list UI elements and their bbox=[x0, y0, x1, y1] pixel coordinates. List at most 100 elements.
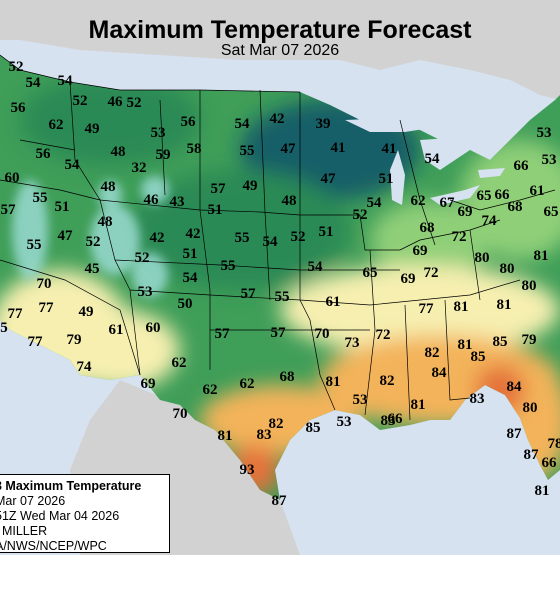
temp-label: 73 bbox=[345, 335, 360, 351]
temp-label: 72 bbox=[424, 265, 439, 281]
temp-label: 61 bbox=[109, 322, 124, 338]
temp-label: 67 bbox=[440, 195, 456, 211]
temp-label: 72 bbox=[452, 229, 467, 245]
temp-label: 81 bbox=[218, 428, 233, 444]
temp-label: 54 bbox=[308, 259, 324, 275]
temp-label: 52 bbox=[291, 229, 306, 245]
temp-label: 52 bbox=[135, 250, 150, 266]
temp-label: 81 bbox=[497, 297, 512, 313]
temp-label: 54 bbox=[183, 270, 199, 286]
temp-label: 66 bbox=[542, 455, 558, 471]
temp-label: 70 bbox=[173, 406, 188, 422]
temp-label: 70 bbox=[315, 326, 330, 342]
temp-label: 59 bbox=[156, 147, 171, 163]
temp-label: 61 bbox=[326, 294, 341, 310]
temp-label: 56 bbox=[11, 100, 27, 116]
temp-label: 5 bbox=[0, 320, 8, 336]
temp-label: 49 bbox=[85, 121, 100, 137]
temp-label: 55 bbox=[33, 190, 48, 206]
legend-issued-time: 51Z Wed Mar 04 2026 bbox=[0, 509, 120, 523]
temp-label: 62 bbox=[203, 382, 218, 398]
temp-label: 87 bbox=[272, 493, 288, 509]
legend-forecaster: : MILLER bbox=[0, 524, 48, 538]
temp-label: 48 bbox=[111, 144, 126, 160]
map-title: Maximum Temperature Forecast bbox=[88, 16, 472, 44]
great-lakes bbox=[345, 118, 505, 205]
temp-label: 83 bbox=[470, 391, 485, 407]
temp-label: 56 bbox=[181, 114, 197, 130]
temp-label: 65 bbox=[363, 265, 378, 281]
temp-label: 57 bbox=[271, 325, 287, 341]
temp-label: 81 bbox=[454, 299, 469, 315]
temp-label: 81 bbox=[534, 248, 549, 264]
temp-label: 83 bbox=[381, 413, 396, 429]
temp-label: 77 bbox=[39, 300, 55, 316]
temp-label: 53 bbox=[337, 414, 352, 430]
temp-label: 80 bbox=[500, 261, 515, 277]
temp-label: 65 bbox=[544, 204, 559, 220]
temp-label: 55 bbox=[275, 289, 290, 305]
temp-label: 43 bbox=[170, 194, 185, 210]
temp-label: 81 bbox=[535, 483, 550, 499]
temp-label: 83 bbox=[257, 427, 272, 443]
temp-label: 51 bbox=[208, 202, 223, 218]
temp-label: 74 bbox=[77, 359, 93, 375]
temp-label: 46 bbox=[108, 94, 124, 110]
temp-label: 84 bbox=[432, 365, 448, 381]
temp-label: 53 bbox=[542, 152, 557, 168]
temp-label: 48 bbox=[101, 179, 116, 195]
temp-label: 82 bbox=[425, 345, 440, 361]
temp-label: 62 bbox=[240, 376, 255, 392]
temp-label: 74 bbox=[482, 213, 498, 229]
temp-label: 81 bbox=[326, 374, 341, 390]
temp-label: 48 bbox=[98, 214, 113, 230]
temp-label: 84 bbox=[507, 379, 523, 395]
temp-label: 60 bbox=[5, 170, 20, 186]
temp-label: 85 bbox=[493, 334, 508, 350]
temp-label: 39 bbox=[316, 116, 331, 132]
temp-label: 77 bbox=[28, 334, 44, 350]
temp-label: 60 bbox=[146, 320, 161, 336]
canada-landmass bbox=[0, 0, 560, 100]
temp-label: 54 bbox=[425, 151, 441, 167]
legend-agency: A/NWS/NCEP/WPC bbox=[0, 539, 107, 553]
temp-label: 57 bbox=[241, 286, 257, 302]
state-borders bbox=[0, 54, 556, 421]
temp-label: 68 bbox=[420, 220, 435, 236]
temp-label: 77 bbox=[419, 301, 435, 317]
temp-label: 66 bbox=[514, 158, 530, 174]
temp-label: 87 bbox=[524, 447, 540, 463]
temp-label: 56 bbox=[36, 146, 52, 162]
temp-label: 82 bbox=[269, 416, 284, 432]
temp-label: 62 bbox=[411, 193, 426, 209]
legend-box: 3 Maximum Temperature Mar 07 2026 51Z We… bbox=[0, 474, 170, 553]
temp-label: 57 bbox=[211, 181, 227, 197]
temp-label: 54 bbox=[58, 73, 74, 89]
temp-label: 93 bbox=[240, 462, 255, 478]
temp-label: 85 bbox=[306, 420, 321, 436]
temp-label: 80 bbox=[522, 278, 537, 294]
temp-label: 80 bbox=[523, 400, 538, 416]
temp-label: 85 bbox=[471, 349, 486, 365]
temp-label: 78 bbox=[548, 436, 560, 452]
forecast-map: 52 54 54 56 52 46 52 62 49 53 56 54 42 3… bbox=[0, 0, 560, 555]
temp-label: 77 bbox=[8, 306, 24, 322]
temp-label: 49 bbox=[79, 304, 94, 320]
temp-label: 81 bbox=[411, 397, 426, 413]
temp-label: 72 bbox=[376, 327, 391, 343]
temp-label: 61 bbox=[530, 183, 545, 199]
temp-label: 47 bbox=[58, 228, 74, 244]
temp-label: 52 bbox=[73, 93, 88, 109]
temp-label: 41 bbox=[331, 140, 346, 156]
temp-label: 79 bbox=[522, 332, 537, 348]
temp-label: 62 bbox=[172, 355, 187, 371]
legend-valid-date: Mar 07 2026 bbox=[0, 494, 66, 508]
temp-label: 41 bbox=[382, 141, 397, 157]
legend-heading: 3 Maximum Temperature bbox=[0, 479, 142, 493]
temp-label: 51 bbox=[55, 199, 70, 215]
temp-label: 46 bbox=[144, 192, 160, 208]
temp-label: 32 bbox=[132, 160, 147, 176]
temp-label: 52 bbox=[86, 234, 101, 250]
temp-label: 42 bbox=[270, 111, 285, 127]
temp-label: 70 bbox=[37, 276, 52, 292]
